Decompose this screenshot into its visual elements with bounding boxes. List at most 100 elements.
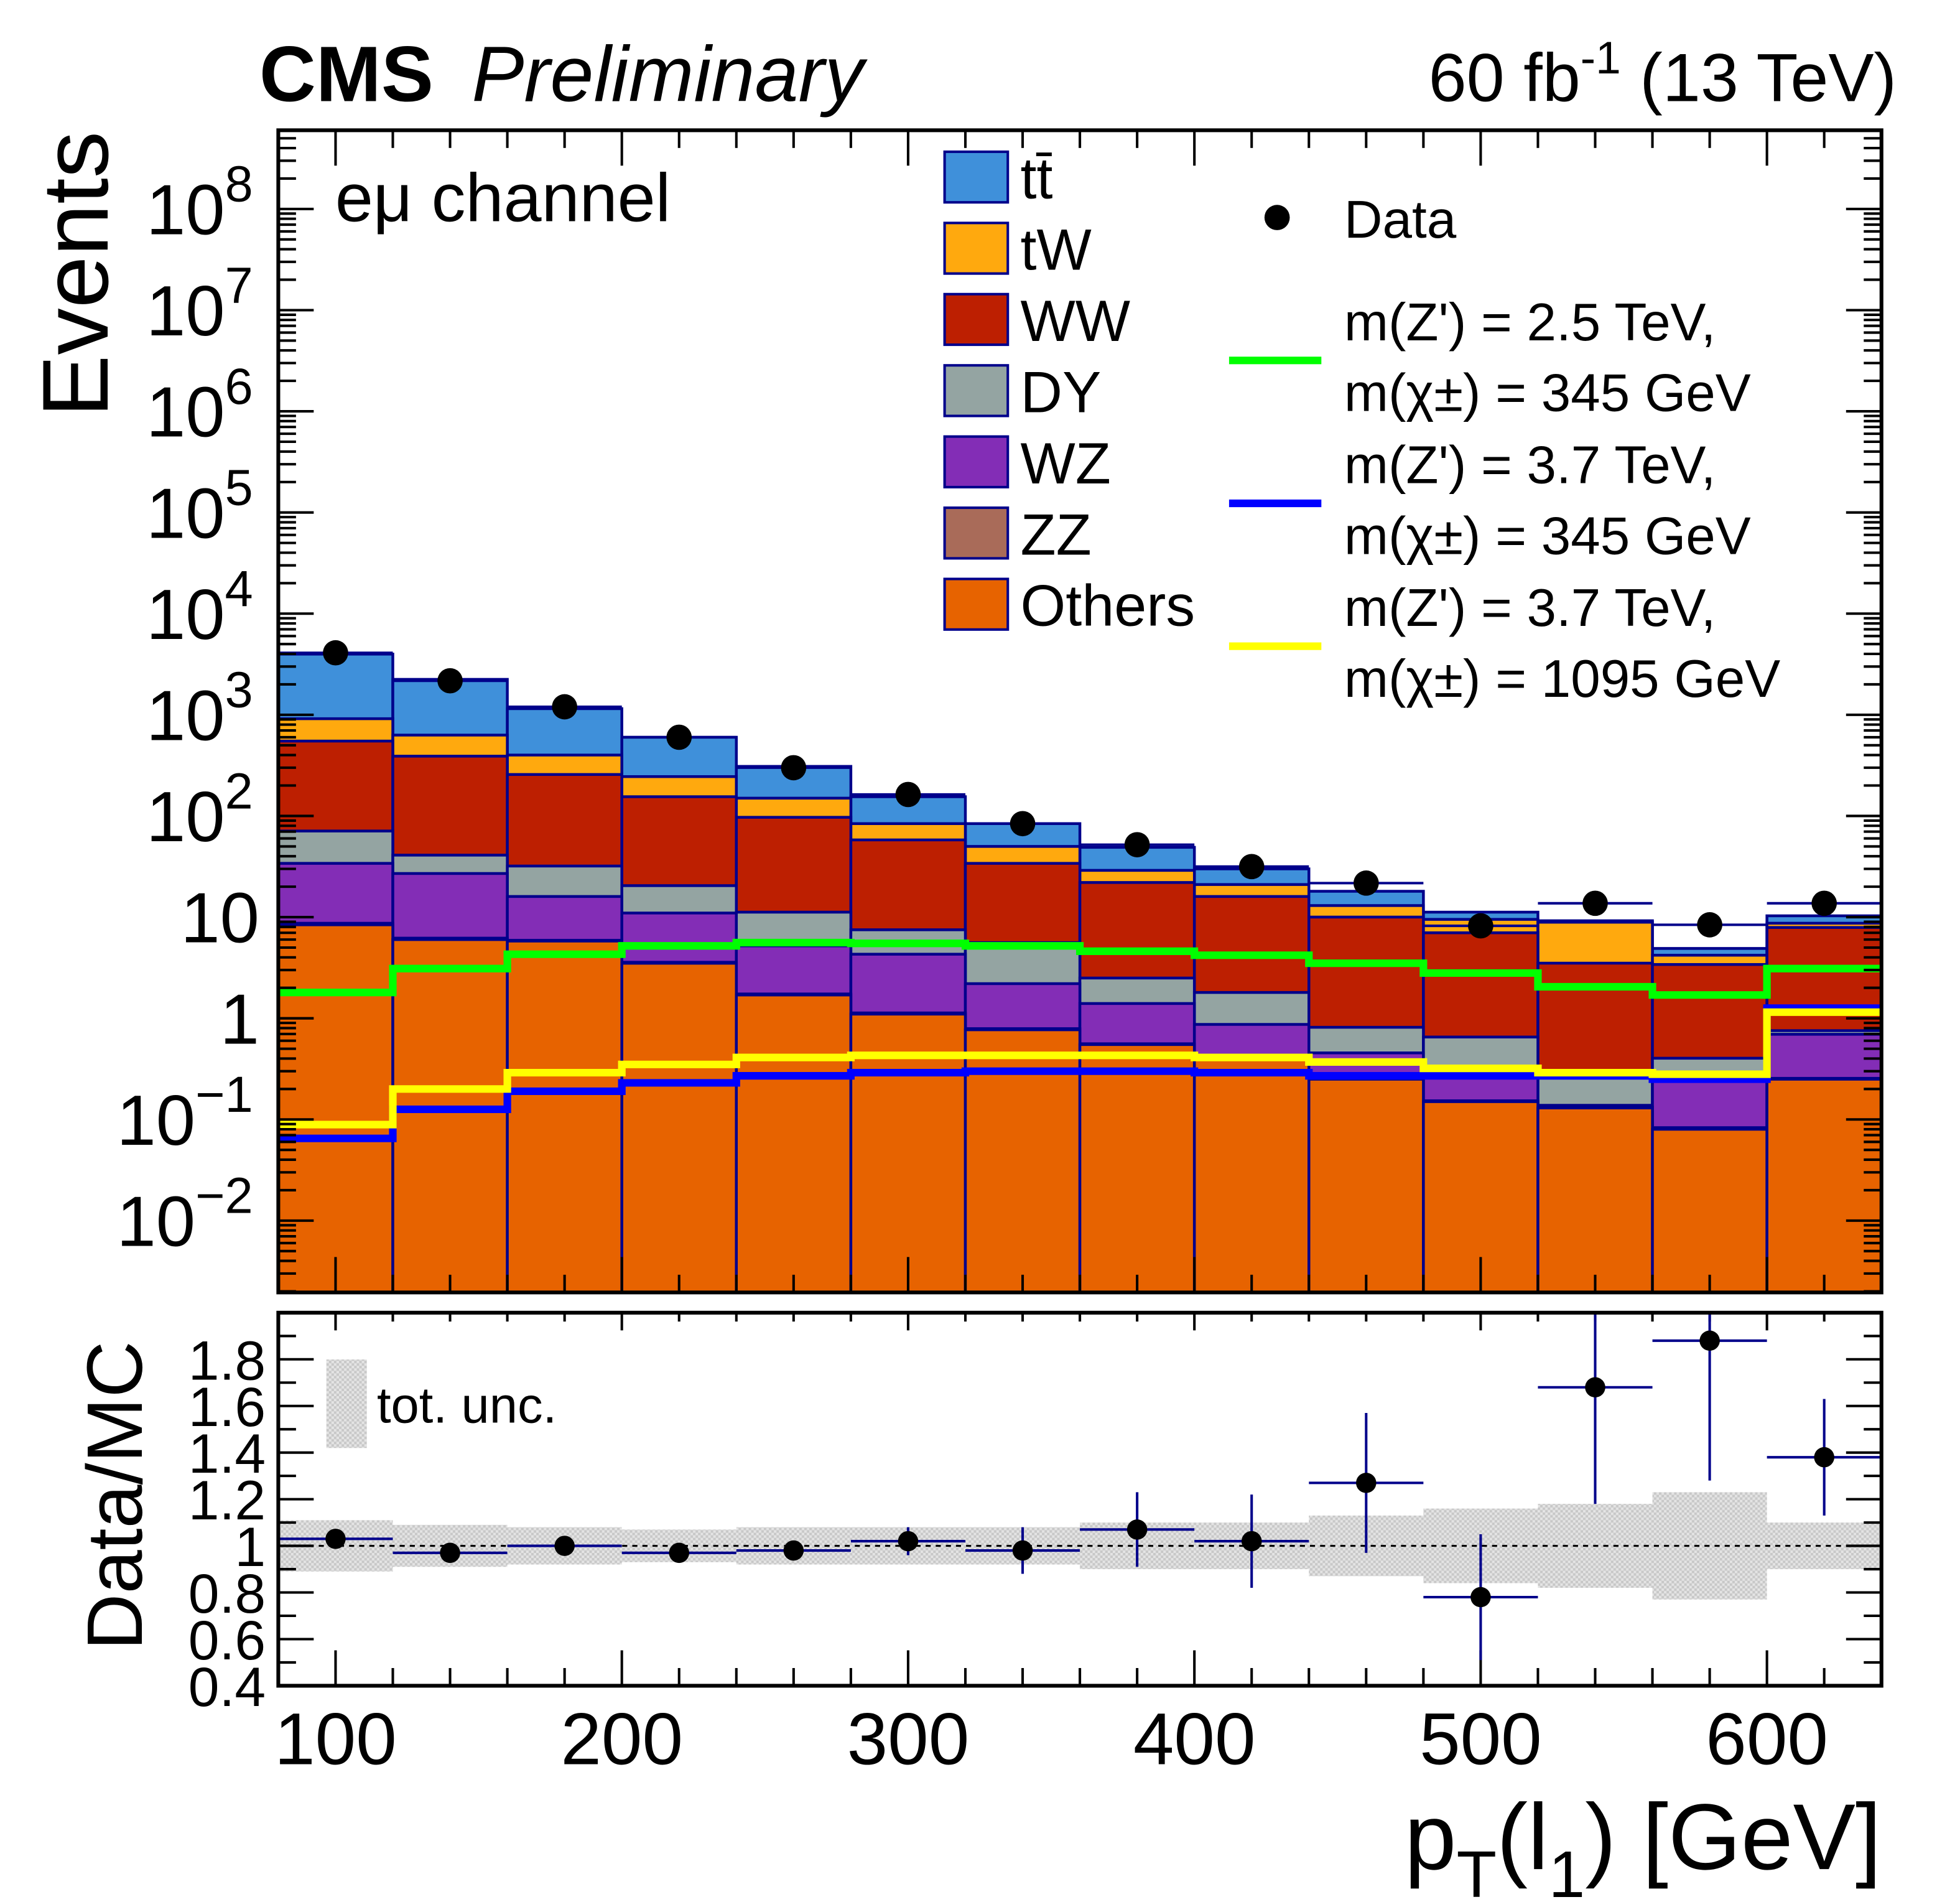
status-label: Preliminary — [471, 30, 868, 118]
legend-label: Others — [1021, 573, 1196, 638]
y-tick-label: 10−1 — [116, 1066, 253, 1160]
stack-bar-others — [1765, 1078, 1883, 1294]
y-tick-label: 108 — [146, 156, 253, 250]
y-axis-label-events: Events — [23, 131, 128, 417]
ratio-point — [1241, 1531, 1262, 1552]
ratio-point — [783, 1540, 804, 1561]
y-tick-label-base: 10 — [146, 576, 225, 655]
y-tick-label-base: 10 — [146, 171, 225, 250]
legend-label: m(χ±) = 345 GeV — [1344, 364, 1751, 423]
data-point — [437, 668, 463, 694]
y-tick-label: 10 — [180, 879, 259, 958]
y-tick-label: 104 — [146, 561, 253, 655]
legend-label: WZ — [1021, 431, 1111, 496]
ratio-y-tick-label: 1 — [235, 1516, 266, 1578]
y-tick-label-base: 10 — [180, 879, 259, 958]
legend-label: tW — [1021, 217, 1092, 282]
legend-label: ZZ — [1021, 501, 1092, 567]
legend-label: m(Z') = 3.7 TeV, — [1344, 436, 1716, 495]
data-point — [666, 724, 692, 750]
ratio-point — [1699, 1330, 1720, 1351]
y-tick-label: 10−2 — [116, 1168, 253, 1262]
data-point — [323, 640, 348, 666]
data-point — [1811, 890, 1837, 916]
y-tick-label-base: 10 — [146, 778, 225, 857]
x-tick-label: 300 — [847, 1697, 970, 1779]
legend-label: WW — [1021, 288, 1130, 353]
ratio-y-tick-label: 1.4 — [188, 1422, 266, 1485]
ratio-y-tick-label: 1.6 — [188, 1376, 266, 1438]
data-point — [1353, 870, 1379, 896]
legend-label: m(Z') = 3.7 TeV, — [1344, 579, 1716, 638]
y-tick-label: 102 — [146, 763, 253, 857]
ratio-point — [1814, 1447, 1834, 1468]
data-point — [781, 755, 807, 781]
stack-bar-others — [735, 993, 853, 1294]
stack-bar-others — [391, 938, 509, 1294]
ratio-point — [669, 1542, 690, 1564]
stack-bar-others — [1078, 1043, 1196, 1294]
x-tick-label: 600 — [1706, 1697, 1828, 1779]
unc-legend-label: tot. unc. — [377, 1378, 557, 1434]
stack-bar-others — [1307, 1078, 1425, 1294]
legend-label: tt̄ — [1021, 146, 1053, 211]
ratio-y-tick-label: 0.8 — [188, 1562, 266, 1625]
y-tick-label-exp: 8 — [225, 156, 253, 213]
stack-bar-others — [620, 961, 738, 1294]
ratio-panel: 0.40.60.811.21.41.61.8 100 200 300 400 500 600… — [188, 1310, 1883, 1779]
stack-bar-others — [277, 923, 394, 1294]
data-point — [895, 781, 921, 808]
stack-bar-others — [1536, 1106, 1654, 1294]
y-tick-label-exp: 4 — [225, 561, 253, 617]
ratio-point — [1356, 1473, 1377, 1493]
data-point — [1010, 811, 1036, 837]
x-tick-label: 500 — [1419, 1697, 1542, 1779]
y-tick-label-exp: −1 — [195, 1066, 253, 1123]
signal-line-1 — [278, 938, 1882, 999]
data-point — [1468, 913, 1493, 939]
experiment-label: CMS — [259, 30, 434, 118]
legend-swatch — [943, 150, 1010, 204]
lumi-label: 60 fb-1 (13 TeV) — [1429, 32, 1897, 116]
legend-swatch — [943, 577, 1010, 631]
legend-data-marker — [1264, 205, 1290, 230]
y-tick-label-base: 10 — [116, 1183, 195, 1262]
y-tick-label-exp: 2 — [225, 763, 253, 819]
legend-label: Data — [1344, 190, 1457, 249]
legend-swatch — [943, 221, 1010, 275]
x-tick-label: 200 — [560, 1697, 683, 1779]
y-tick-label-base: 10 — [146, 677, 225, 756]
stack-bar-others — [506, 939, 623, 1294]
legend-swatch — [943, 506, 1010, 560]
y-tick-label-base: 10 — [146, 272, 225, 351]
ratio-y-tick-label: 0.4 — [188, 1656, 266, 1718]
legend-label: DY — [1021, 359, 1102, 424]
y-tick-label-base: 1 — [220, 980, 259, 1059]
channel-label: eμ channel — [335, 161, 671, 236]
y-tick-label: 1 — [220, 980, 259, 1059]
unc-legend-swatch — [326, 1359, 367, 1448]
x-axis-label: pT(l1) [GeV] — [1405, 1784, 1882, 1902]
ratio-point — [554, 1536, 575, 1556]
x-tick-label: 100 — [274, 1697, 397, 1779]
y-tick-label-exp: −2 — [195, 1168, 253, 1224]
ratio-y-tick-label: 0.6 — [188, 1609, 266, 1671]
y-tick-label-base: 10 — [146, 474, 225, 553]
data-point — [1124, 832, 1150, 857]
y-tick-label: 106 — [146, 358, 253, 452]
ratio-point — [1470, 1587, 1491, 1608]
y-tick-label-base: 10 — [116, 1081, 195, 1160]
data-point — [1582, 890, 1608, 916]
data-point — [552, 694, 577, 720]
legend-label: m(Z') = 2.5 TeV, — [1344, 293, 1716, 352]
ratio-point — [1126, 1519, 1148, 1540]
legend-swatch — [943, 435, 1010, 488]
ratio-point — [1012, 1540, 1033, 1561]
x-tick-label: 400 — [1133, 1697, 1256, 1779]
y-tick-label-exp: 6 — [225, 358, 253, 415]
ratio-point — [325, 1529, 346, 1549]
legend-label: m(χ±) = 1095 GeV — [1344, 650, 1780, 709]
